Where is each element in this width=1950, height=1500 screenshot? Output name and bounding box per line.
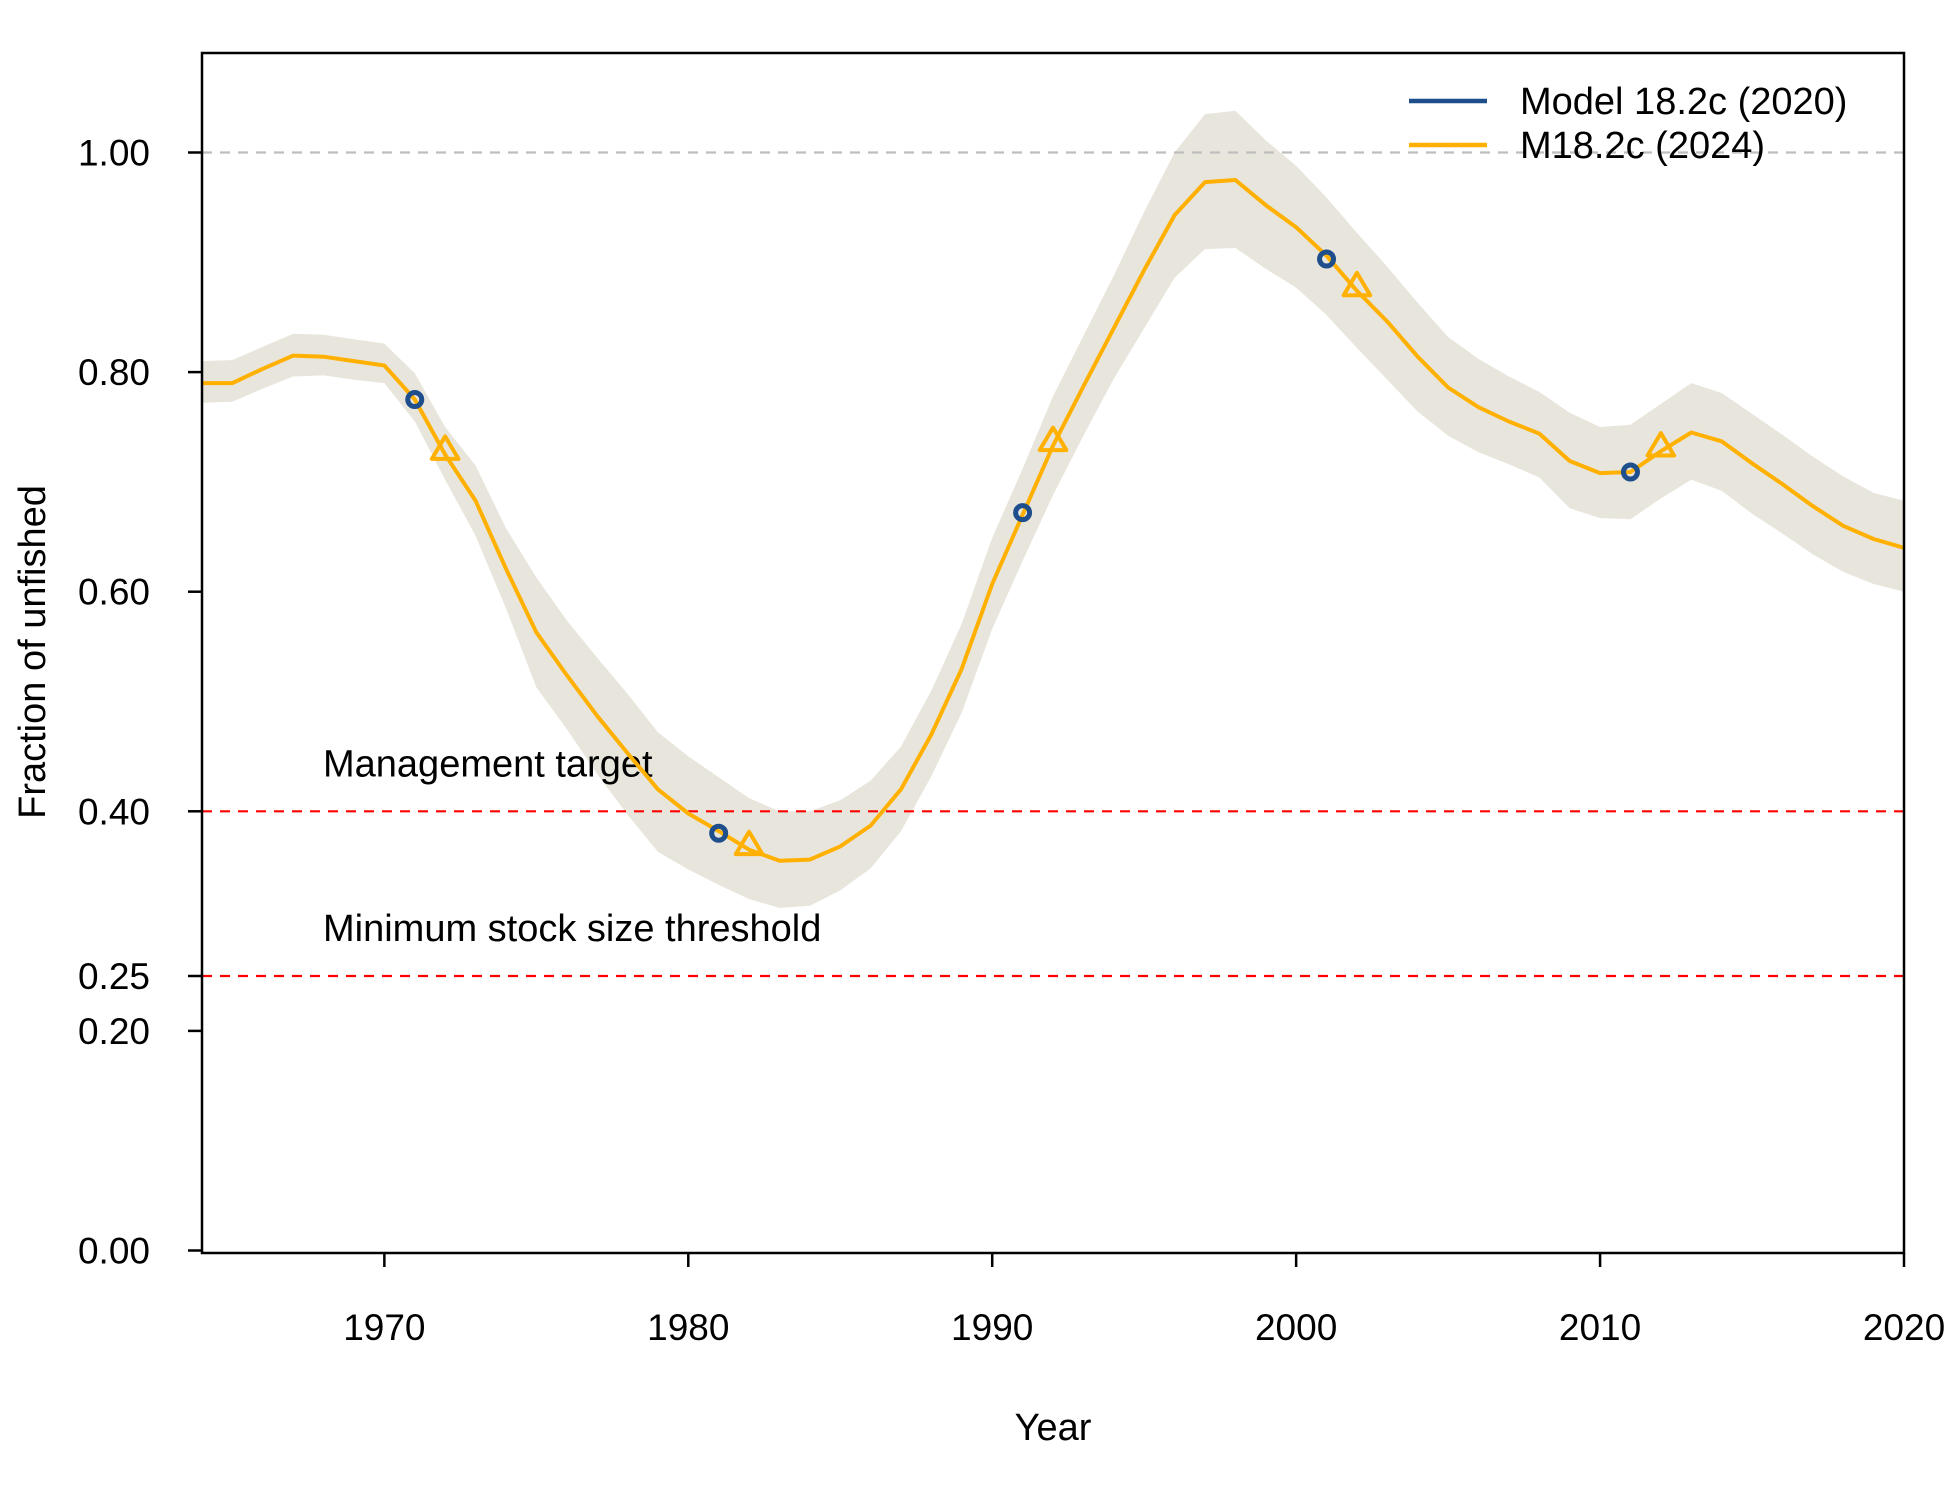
circle-marker (709, 823, 729, 843)
confidence-band-layer (202, 110, 1904, 908)
circle-marker (1013, 503, 1033, 523)
legend-label: Model 18.2c (2020) (1520, 81, 1847, 123)
confidence-band (202, 110, 1904, 908)
y-tick-label: 0.60 (78, 572, 150, 613)
y-tick-label: 0.40 (78, 791, 150, 832)
x-tick-label: 1970 (343, 1307, 425, 1348)
circle-marker (1620, 462, 1640, 482)
x-tick-label: 1980 (647, 1307, 729, 1348)
reference-lines-layer: Management target Minimum stock size thre… (202, 151, 1904, 978)
y-tick-label: 0.00 (78, 1231, 150, 1272)
triangle-marker (733, 829, 765, 857)
y-axis-title: Fraction of unfished (12, 485, 54, 819)
x-tick-label: 2000 (1255, 1307, 1337, 1348)
x-tick-label: 1990 (951, 1307, 1033, 1348)
y-tick-label: 0.25 (78, 956, 150, 997)
series-markers-layer (405, 249, 1677, 857)
y-tick-label: 0.20 (78, 1011, 150, 1052)
axes-layer: 1970 1980 1990 2000 2010 2020 0.00 0.20 0.25 0.40… (78, 133, 1945, 1349)
plot-frame (200, 51, 1906, 1255)
y-tick-label: 1.00 (78, 133, 150, 174)
triangle-marker (429, 434, 461, 461)
triangle-marker (1037, 425, 1069, 453)
circle-marker (405, 390, 425, 410)
x-tick-label: 2010 (1559, 1307, 1641, 1348)
triangle-marker (1645, 431, 1677, 458)
y-tick-label: 0.80 (78, 352, 150, 393)
series-lines-layer (202, 178, 1904, 863)
legend: Model 18.2c (2020)M18.2c (2024) (1409, 81, 1847, 167)
legend-label: M18.2c (2024) (1520, 125, 1765, 167)
reference-line-label: Management target (323, 743, 653, 785)
x-axis-title: Year (1015, 1407, 1092, 1449)
series-line-m18-2c-2024 (202, 178, 1904, 863)
x-tick-label: 2020 (1863, 1307, 1945, 1348)
reference-line-label: Minimum stock size threshold (323, 908, 821, 950)
triangle-marker (1341, 270, 1373, 298)
circle-marker (1317, 249, 1337, 269)
